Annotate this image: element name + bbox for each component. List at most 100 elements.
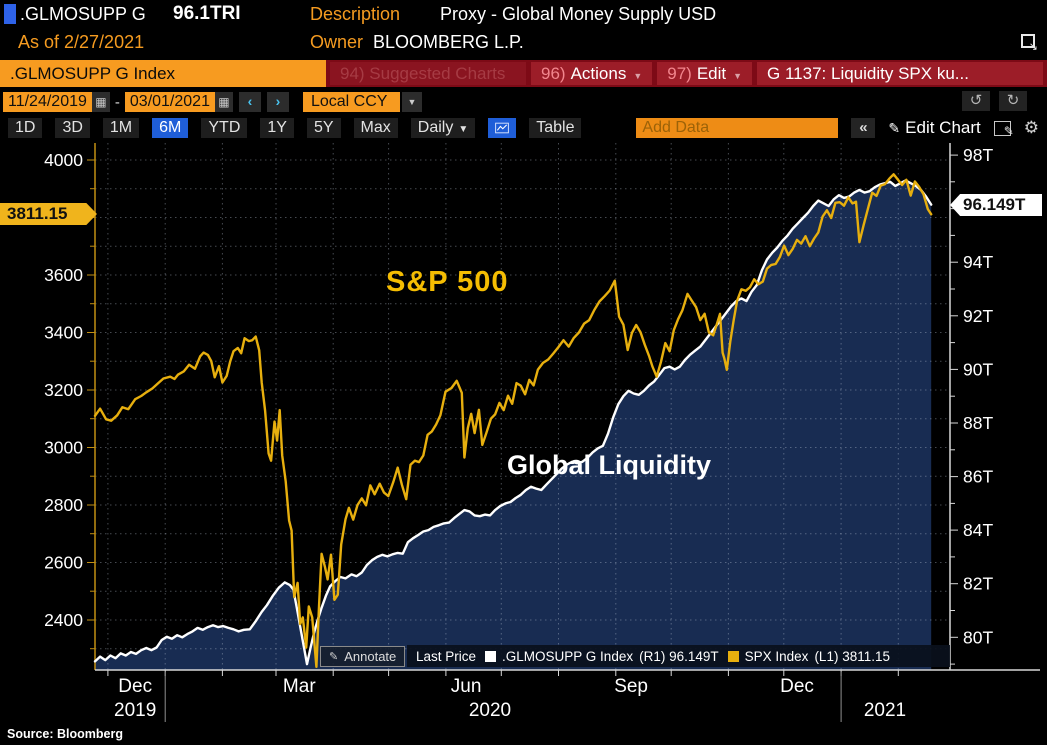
popout-icon[interactable]: ↘ bbox=[1021, 34, 1038, 53]
right-axis-tick-label: 98T bbox=[963, 145, 993, 165]
chart-toolbar: 1D 3D 1M 6M YTD 1Y 5Y Max Daily ▼ Table «… bbox=[0, 116, 1047, 140]
actions-label: Actions bbox=[570, 64, 627, 83]
actions-number: 96) bbox=[541, 64, 566, 83]
left-axis-tick-label: 3400 bbox=[44, 323, 83, 343]
cursor-block bbox=[4, 4, 16, 24]
chevron-down-icon: ▼ bbox=[458, 124, 469, 135]
suggested-charts-button[interactable]: 94) Suggested Charts bbox=[330, 62, 526, 85]
range-button-6m-selected[interactable]: 6M bbox=[152, 118, 189, 138]
calendar-icon[interactable]: ▦ bbox=[91, 92, 110, 112]
legend-item-liquidity[interactable]: .GLMOSUPP G Index (R1) 96.149T bbox=[485, 649, 719, 664]
range-button-1d[interactable]: 1D bbox=[8, 118, 43, 138]
spx-swatch bbox=[727, 650, 739, 662]
x-year-label: 2019 bbox=[114, 700, 156, 721]
legend-series-name: SPX Index bbox=[744, 648, 809, 664]
right-axis-tick-label: 84T bbox=[963, 520, 993, 540]
liquidity-annotation-label: Global Liquidity bbox=[507, 450, 711, 480]
security-tab[interactable]: .GLMOSUPP G Index bbox=[0, 60, 326, 87]
x-month-label: Sep bbox=[614, 676, 648, 697]
line-chart-icon bbox=[495, 122, 510, 134]
legend-item-spx[interactable]: SPX Index (L1) 3811.15 bbox=[727, 648, 890, 664]
prev-arrow-button[interactable]: ‹ bbox=[238, 92, 261, 112]
actions-button[interactable]: 96) Actions ▼ bbox=[531, 62, 653, 85]
chart-notes-icon[interactable]: ✎ bbox=[993, 120, 1014, 138]
owner-label: Owner bbox=[310, 32, 364, 52]
spx-line bbox=[93, 173, 933, 668]
end-date-field[interactable]: 03/01/2021 bbox=[124, 92, 215, 112]
x-year-label: 2021 bbox=[864, 700, 906, 721]
x-month-label: Dec bbox=[780, 676, 814, 697]
right-axis-tick-label: 88T bbox=[963, 413, 993, 433]
description-label: Description bbox=[310, 4, 401, 24]
left-axis-tick-label: 2600 bbox=[44, 553, 83, 573]
as-of-date: As of 2/27/2021 bbox=[18, 32, 145, 52]
frequency-label: Daily bbox=[417, 119, 454, 136]
spx-last-price-badge: 3811.15 bbox=[0, 203, 97, 225]
left-axis-tick-label: 3600 bbox=[44, 265, 83, 285]
annotate-label: Annotate bbox=[344, 649, 397, 664]
edit-chart-label: Edit Chart bbox=[905, 118, 981, 137]
gear-icon[interactable]: ⚙ bbox=[1023, 118, 1039, 137]
header-row-1: .GLMOSUPP G 96.1TRI Description Proxy - … bbox=[0, 2, 1047, 29]
description-value: Proxy - Global Money Supply USD bbox=[440, 4, 717, 24]
line-chart-type-button[interactable] bbox=[488, 118, 517, 138]
date-range-separator: - bbox=[114, 93, 120, 111]
ticker-value: 96.1TRI bbox=[173, 3, 241, 24]
table-button[interactable]: Table bbox=[529, 118, 582, 138]
right-axis-tick-label: 94T bbox=[963, 252, 993, 272]
range-button-1m[interactable]: 1M bbox=[102, 118, 140, 138]
x-year-label: 2020 bbox=[469, 700, 511, 721]
edit-button[interactable]: 97) Edit ▼ bbox=[657, 62, 753, 85]
chevron-down-icon: ▼ bbox=[733, 71, 743, 81]
red-menu-bar: 94) Suggested Charts 96) Actions ▼ 97) Edit… bbox=[326, 60, 1047, 87]
legend-series-value: (L1) 3811.15 bbox=[814, 648, 890, 664]
right-axis-tick-label: 90T bbox=[963, 359, 993, 379]
chart-legend: Last Price .GLMOSUPP G Index (R1) 96.149… bbox=[407, 645, 950, 667]
start-date-field[interactable]: 11/24/2019 bbox=[3, 92, 92, 112]
calendar-icon[interactable]: ▦ bbox=[214, 92, 233, 112]
right-axis-tick-label: 82T bbox=[963, 574, 993, 594]
currency-select[interactable]: Local CCY bbox=[302, 92, 400, 112]
annotate-button[interactable]: ✎ Annotate bbox=[320, 646, 406, 667]
collapse-panel-button[interactable]: « bbox=[851, 118, 876, 138]
range-button-3d[interactable]: 3D bbox=[55, 118, 90, 138]
undo-icon[interactable]: ↺ bbox=[962, 91, 990, 111]
source-note: Source: Bloomberg bbox=[7, 727, 123, 741]
legend-title: Last Price bbox=[416, 648, 477, 664]
command-bar: .GLMOSUPP G Index 94) Suggested Charts 9… bbox=[0, 60, 1047, 88]
add-data-input[interactable] bbox=[636, 118, 839, 138]
right-axis-tick-label: 92T bbox=[963, 306, 993, 326]
left-axis-tick-label: 2800 bbox=[44, 495, 83, 515]
liquidity-line bbox=[93, 179, 933, 666]
annotate-pencil-icon: ✎ bbox=[329, 651, 339, 663]
x-month-label: Dec bbox=[118, 676, 152, 697]
right-axis-tick-label: 80T bbox=[963, 627, 993, 647]
range-button-5y[interactable]: 5Y bbox=[306, 118, 341, 138]
frequency-select[interactable]: Daily ▼ bbox=[410, 118, 476, 138]
edit-chart-button[interactable]: ✎ Edit Chart bbox=[888, 118, 980, 138]
left-axis-tick-label: 2400 bbox=[44, 610, 83, 630]
liquidity-area-fill bbox=[95, 180, 932, 670]
range-button-1y[interactable]: 1Y bbox=[260, 118, 294, 138]
legend-series-name: .GLMOSUPP G Index bbox=[502, 648, 634, 664]
redo-icon[interactable]: ↻ bbox=[999, 91, 1027, 111]
owner-value: BLOOMBERG L.P. bbox=[373, 32, 524, 52]
spx-annotation-label: S&P 500 bbox=[386, 266, 509, 298]
right-axis-tick-label: 86T bbox=[963, 467, 993, 487]
chevron-down-icon: ▼ bbox=[633, 71, 643, 81]
date-bar: 11/24/2019 ▦ - 03/01/2021 ▦ ‹ › Local CC… bbox=[0, 90, 1047, 114]
liquidity-last-price-badge: 96.149T bbox=[950, 194, 1042, 216]
chart-title: G 1137: Liquidity SPX ku... bbox=[757, 62, 1043, 85]
left-axis-tick-label: 4000 bbox=[44, 150, 83, 170]
ticker-symbol: .GLMOSUPP G bbox=[20, 4, 146, 24]
next-arrow-button[interactable]: › bbox=[266, 92, 289, 112]
range-button-ytd[interactable]: YTD bbox=[201, 118, 248, 138]
left-axis-tick-label: 3000 bbox=[44, 438, 83, 458]
edit-number: 97) bbox=[667, 64, 692, 83]
x-month-label: Mar bbox=[283, 676, 316, 697]
range-button-max[interactable]: Max bbox=[353, 118, 398, 138]
pencil-icon: ✎ bbox=[888, 119, 901, 136]
currency-dropdown-icon[interactable]: ▼ bbox=[401, 92, 422, 112]
